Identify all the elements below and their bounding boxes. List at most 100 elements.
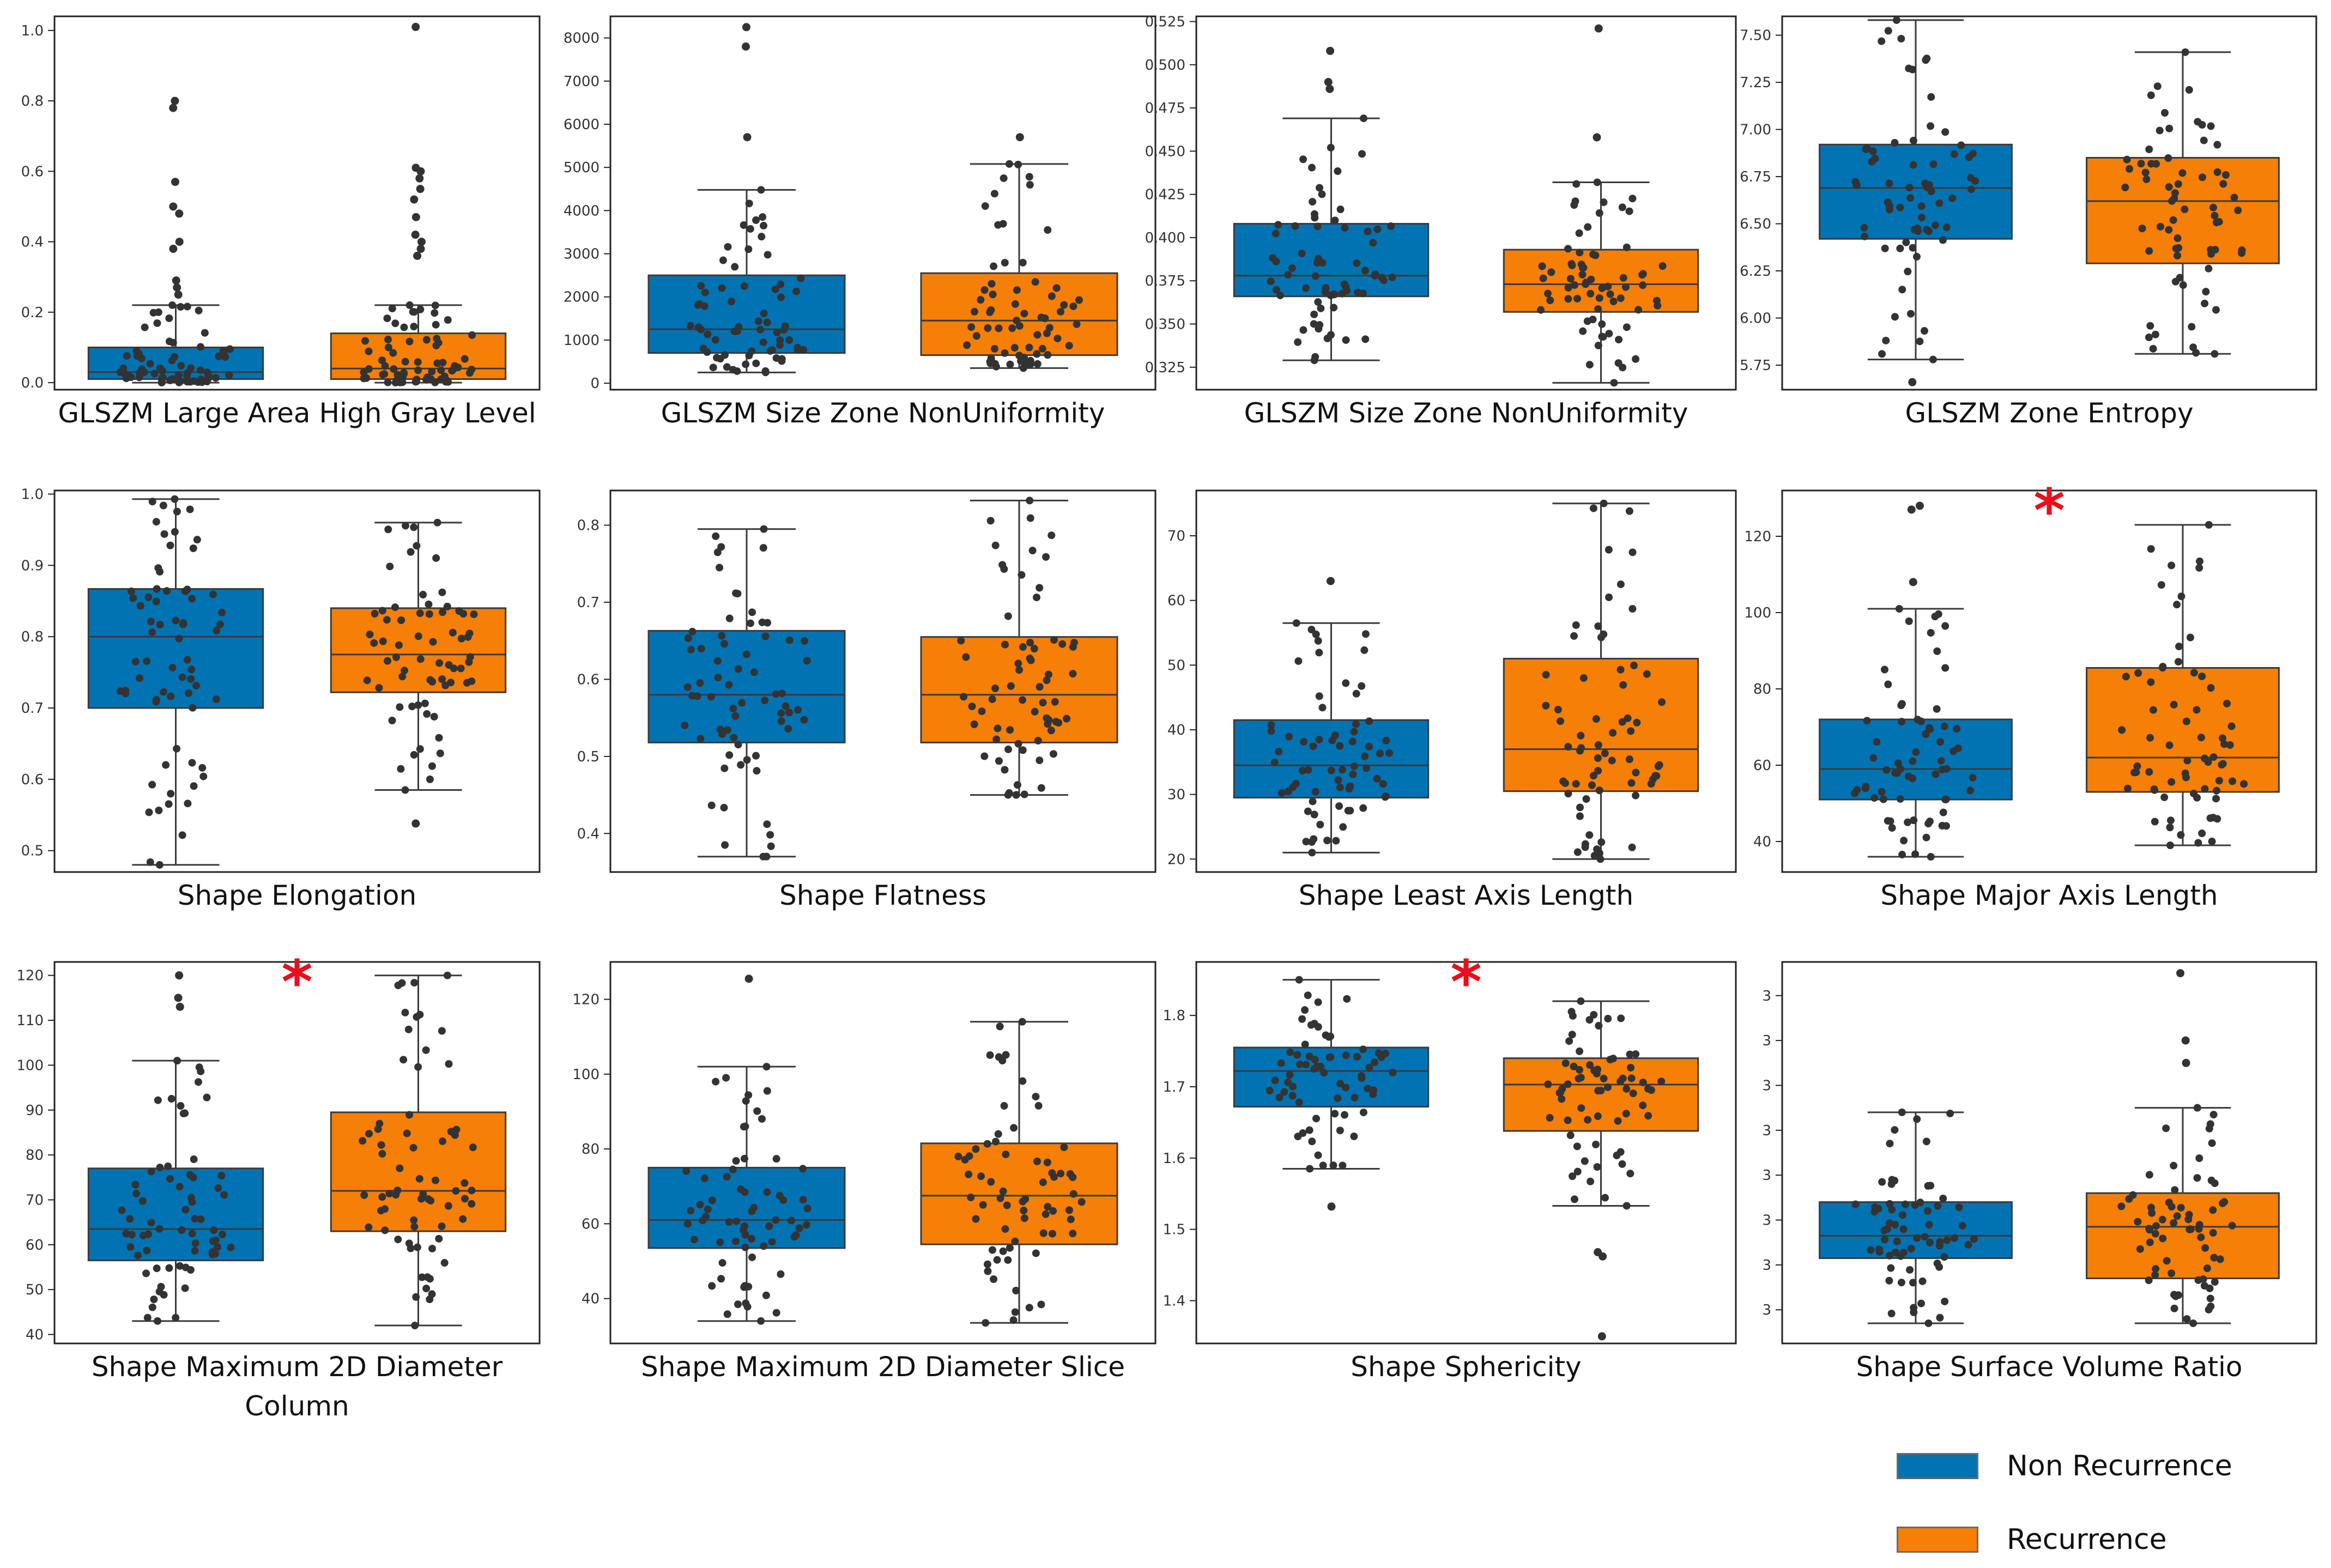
data-point <box>426 676 434 684</box>
data-point <box>1594 341 1602 349</box>
data-point <box>2200 136 2208 144</box>
data-point <box>2190 669 2198 677</box>
data-point <box>2159 1234 2167 1243</box>
data-point <box>1604 282 1612 290</box>
data-point <box>1622 1110 1630 1118</box>
data-point <box>999 1247 1007 1255</box>
data-point <box>1043 1158 1051 1166</box>
data-point <box>1564 790 1572 798</box>
data-point <box>469 1143 477 1152</box>
chart-title-line: Column <box>245 1390 349 1422</box>
data-point <box>1879 795 1887 803</box>
data-point <box>1276 291 1285 299</box>
data-point <box>143 657 151 665</box>
data-point <box>1052 718 1060 726</box>
data-point <box>1601 749 1609 758</box>
data-point <box>127 587 135 595</box>
data-point <box>1309 797 1317 806</box>
data-point <box>414 1063 422 1071</box>
data-point <box>414 632 422 640</box>
data-point <box>2157 581 2165 589</box>
data-point <box>1019 258 1027 267</box>
data-point <box>746 619 754 627</box>
outlier-point <box>1015 133 1024 142</box>
y-tick-label: 0.4 <box>577 826 600 842</box>
data-point <box>1625 755 1633 764</box>
data-point <box>1019 1197 1027 1206</box>
y-tick-label: 3000 <box>564 246 600 263</box>
data-point <box>758 233 766 241</box>
data-point <box>2194 118 2202 126</box>
data-point <box>1618 718 1626 726</box>
data-point <box>1025 343 1033 352</box>
data-point <box>209 590 217 598</box>
data-point <box>1618 1160 1626 1168</box>
data-point <box>1953 725 1961 733</box>
data-point <box>1891 313 1899 321</box>
data-point <box>1012 1287 1020 1295</box>
data-point <box>2161 109 2169 117</box>
data-point <box>381 362 389 370</box>
data-point <box>1043 676 1051 685</box>
data-point <box>405 1111 414 1119</box>
data-point <box>1304 766 1312 774</box>
data-point <box>1070 639 1078 647</box>
chart-title: GLSZM Size Zone NonUniformity <box>1244 397 1688 429</box>
data-point <box>2151 1271 2159 1279</box>
data-point <box>155 861 164 869</box>
data-point <box>179 1110 187 1118</box>
data-point <box>165 800 173 808</box>
data-point <box>799 1165 807 1173</box>
data-point <box>178 831 186 839</box>
data-point <box>378 607 386 615</box>
data-point <box>156 1164 164 1172</box>
data-point <box>1033 350 1041 358</box>
data-point <box>410 1216 418 1224</box>
data-point <box>165 314 173 322</box>
data-point <box>394 1236 402 1244</box>
data-point <box>2182 717 2190 725</box>
data-point <box>423 1273 432 1281</box>
data-point <box>772 1216 780 1224</box>
data-point <box>747 1234 755 1243</box>
data-point <box>1298 249 1306 257</box>
data-point <box>1891 138 1899 147</box>
data-point <box>711 336 719 344</box>
data-point <box>2183 1315 2191 1323</box>
data-point <box>1609 729 1617 737</box>
data-point <box>1342 1083 1350 1092</box>
data-point <box>435 659 444 667</box>
data-point <box>422 1285 431 1293</box>
data-point <box>1627 1064 1635 1072</box>
outlier-point <box>411 819 420 828</box>
plot-frame <box>1195 489 1737 873</box>
plot-frame <box>609 961 1157 1345</box>
outlier-point <box>175 209 184 218</box>
data-point <box>1916 1198 1924 1207</box>
data-point <box>1592 1140 1600 1148</box>
data-point <box>418 1273 426 1281</box>
data-point <box>1860 223 1868 232</box>
data-point <box>1020 1207 1028 1215</box>
data-point <box>2134 669 2142 677</box>
data-point <box>1054 334 1062 342</box>
legend-label-recurrence: Recurrence <box>2007 1523 2167 1556</box>
data-point <box>413 1243 421 1251</box>
data-point <box>2193 706 2201 714</box>
data-point <box>1885 1251 1893 1260</box>
data-point <box>1019 364 1027 372</box>
box-recurrence <box>920 272 1118 356</box>
data-point <box>765 1222 773 1230</box>
data-point <box>1617 1014 1625 1022</box>
data-point <box>1954 744 1962 752</box>
data-point <box>1034 1101 1043 1110</box>
y-tick-label: 7.00 <box>1740 122 1771 138</box>
data-point <box>1579 264 1588 272</box>
data-point <box>2146 1238 2154 1246</box>
data-point <box>389 349 397 357</box>
data-point <box>1622 1085 1631 1093</box>
data-point <box>760 222 768 230</box>
data-point <box>195 306 203 314</box>
